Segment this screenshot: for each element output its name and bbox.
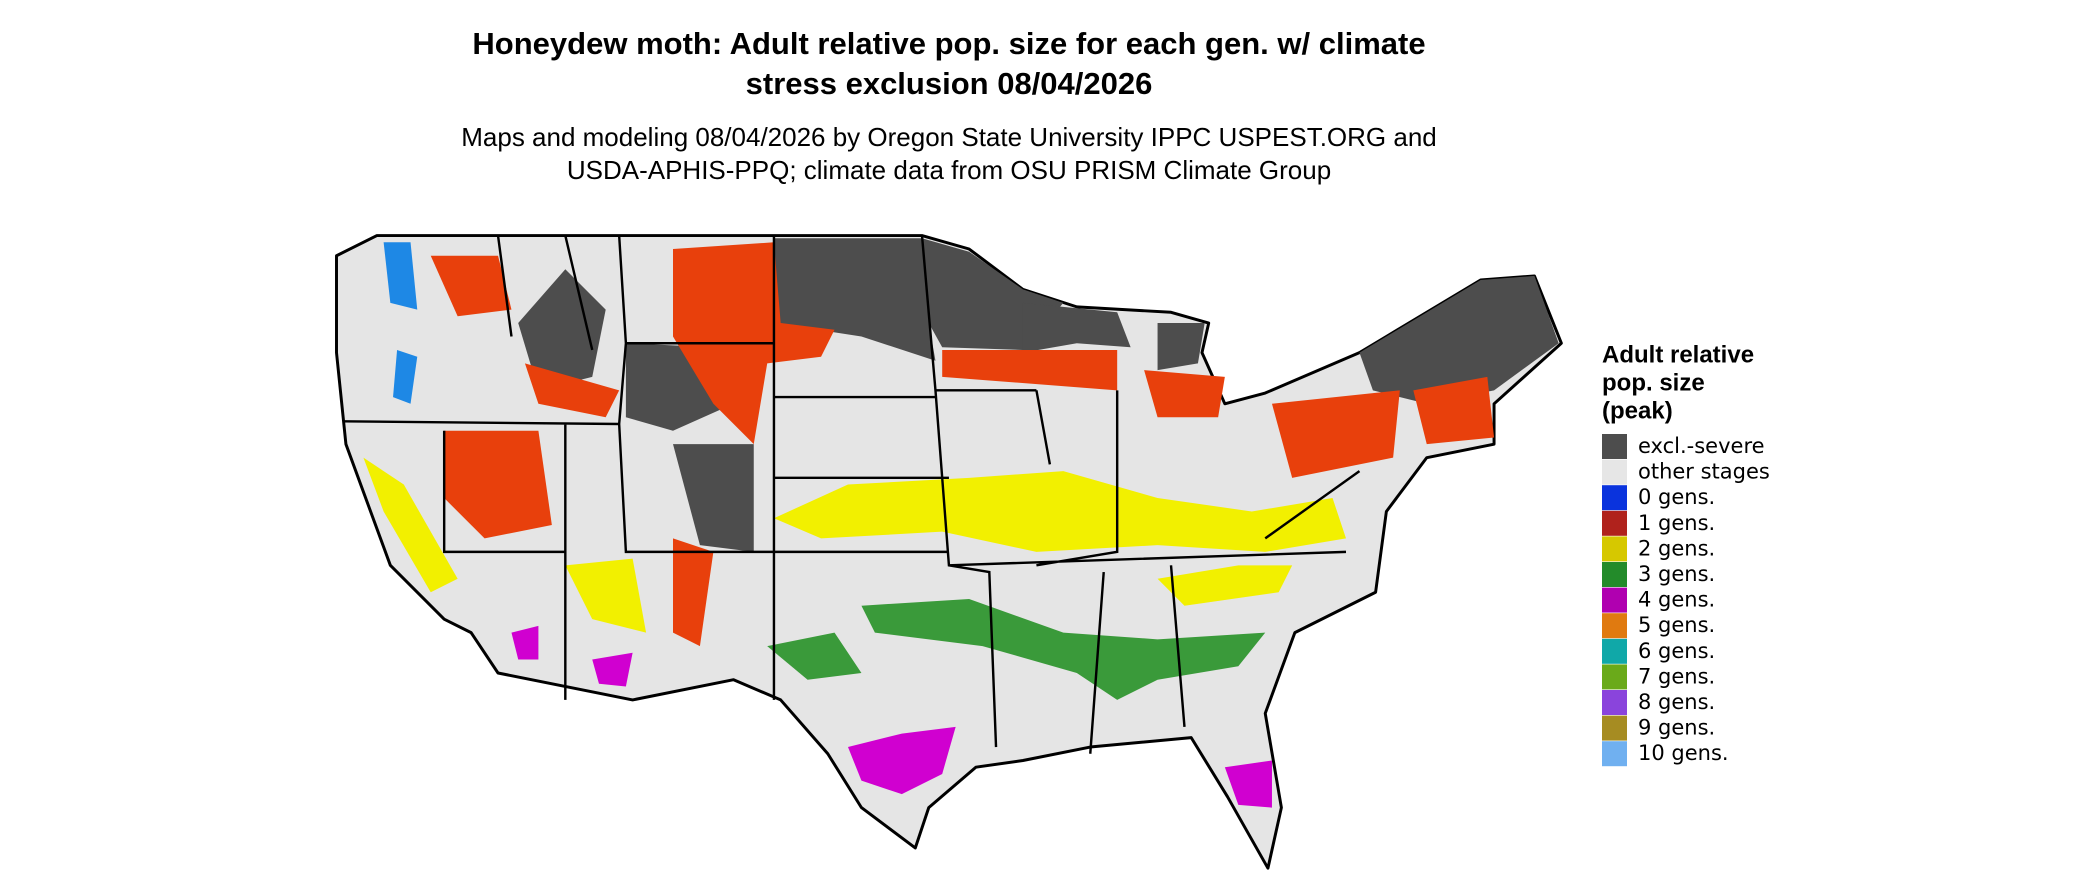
excluded-areas: [518, 238, 1559, 552]
title: Honeydew moth: Adult relative pop. size …: [472, 26, 1425, 61]
legend-title: pop. size: [1602, 369, 1705, 396]
legend-label: excl.-severe: [1638, 434, 1765, 458]
legend-label: other stages: [1638, 460, 1770, 484]
one-gen-areas: [430, 242, 1495, 647]
legend-label: 8 gens.: [1638, 690, 1715, 714]
three-gen-areas: [767, 598, 1266, 700]
subtitle: USDA-APHIS-PPQ; climate data from OSU PR…: [567, 155, 1331, 185]
legend-label: 5 gens.: [1638, 613, 1715, 637]
legend-swatch: [1602, 587, 1627, 613]
legend-label: 0 gens.: [1638, 485, 1715, 509]
legend-swatch: [1602, 485, 1627, 511]
legend-label: 1 gens.: [1638, 511, 1715, 535]
legend-swatch: [1602, 613, 1627, 639]
legend-swatch: [1602, 690, 1627, 715]
legend-swatch: [1602, 510, 1627, 536]
state-borders: [343, 235, 1361, 754]
legend-swatch: [1602, 638, 1627, 664]
legend-swatch: [1602, 434, 1627, 459]
legend-swatch: [1602, 459, 1627, 485]
legend-swatch: [1602, 562, 1627, 587]
title: stress exclusion 08/04/2026: [746, 66, 1153, 101]
two-gen-areas: [363, 457, 1346, 633]
legend-swatch: [1602, 664, 1627, 690]
legend-swatch: [1602, 715, 1627, 741]
map: [335, 234, 1563, 870]
legend-label: 7 gens.: [1638, 664, 1715, 688]
subtitle: Maps and modeling 08/04/2026 by Oregon S…: [461, 122, 1437, 152]
legend-swatch: [1602, 536, 1627, 562]
zero-gen-areas: [383, 242, 418, 404]
legend-title: (peak): [1602, 397, 1673, 424]
legend-swatch: [1602, 741, 1627, 767]
legend-label: 6 gens.: [1638, 639, 1715, 663]
legend-label: 2 gens.: [1638, 536, 1715, 560]
legend-label: 3 gens.: [1638, 562, 1715, 586]
four-gen-areas: [511, 625, 1272, 808]
legend-label: 4 gens.: [1638, 588, 1715, 612]
legend: Adult relative pop. size (peak) excl.-se…: [1602, 341, 1770, 767]
legend-label: 9 gens.: [1638, 716, 1715, 740]
legend-title: Adult relative: [1602, 341, 1754, 368]
legend-label: 10 gens.: [1638, 741, 1729, 765]
